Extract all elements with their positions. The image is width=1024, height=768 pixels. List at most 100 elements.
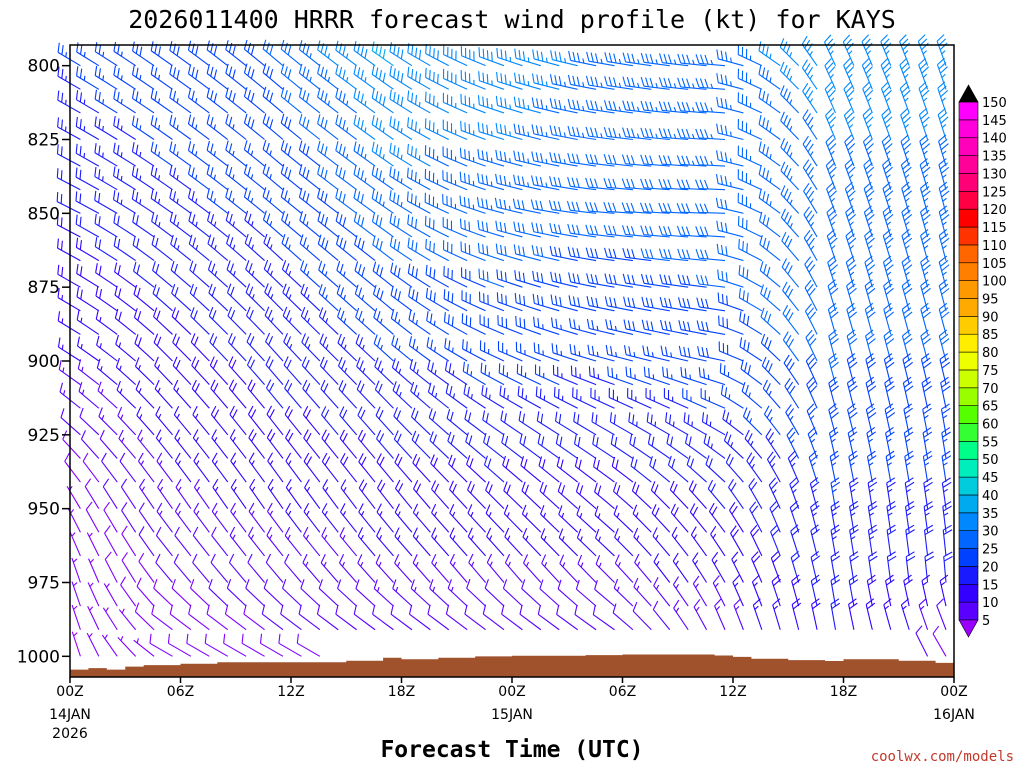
wind-barb: [76, 42, 100, 67]
wind-barb: [443, 45, 468, 67]
wind-barb: [737, 215, 763, 238]
wind-barb: [825, 158, 837, 190]
wind-barb: [94, 116, 118, 140]
wind-barb: [357, 429, 376, 459]
wind-barb: [663, 388, 689, 409]
x-tick-label: 00Z: [498, 684, 525, 700]
wind-barb: [299, 234, 321, 262]
wind-barb: [780, 138, 800, 167]
color-legend: 5 10 15 20 25 30 35 40 45 50 55 60 65 70 75 80 85 90 95 100…: [958, 84, 1007, 638]
x-tick-label: 06Z: [167, 684, 194, 700]
wind-barb: [634, 553, 652, 583]
wind-barb: [358, 453, 376, 483]
wind-barb: [298, 604, 321, 631]
colorbar-swatch: [958, 155, 979, 174]
wind-barb: [513, 72, 541, 90]
wind-barb: [919, 134, 931, 167]
wind-barb: [784, 377, 800, 409]
wind-barb: [75, 167, 100, 191]
wind-barb: [154, 379, 173, 409]
wind-barb: [937, 81, 949, 114]
wind-barb: [318, 260, 339, 288]
wind-barb: [940, 403, 951, 435]
wind-barb: [758, 88, 781, 114]
wind-barb: [76, 263, 100, 288]
wind-barb: [425, 287, 450, 312]
wind-barb: [827, 255, 838, 288]
wind-barb: [882, 205, 894, 238]
wind-barb: [864, 255, 876, 288]
wind-barb: [207, 260, 229, 288]
wind-barb: [170, 234, 192, 262]
wind-barb: [150, 115, 173, 140]
wind-barb: [104, 525, 118, 557]
wind-barb: [904, 450, 914, 483]
wind-barb: [882, 181, 894, 214]
wind-barb: [285, 502, 302, 533]
wind-barb: [138, 526, 155, 557]
wind-barb: [863, 181, 875, 214]
wind-barb: [809, 477, 820, 509]
wind-barb: [431, 503, 450, 533]
wind-barb: [172, 333, 192, 362]
wind-barb: [803, 206, 818, 238]
wind-barb: [716, 96, 744, 114]
wind-barb: [230, 478, 247, 509]
wind-barb: [259, 633, 284, 657]
wind-barb: [149, 633, 173, 657]
wind-barb: [669, 480, 689, 510]
wind-barb: [640, 52, 670, 67]
wind-barb: [513, 244, 541, 262]
wind-barb: [319, 356, 339, 386]
wind-barb: [57, 90, 81, 114]
colorbar-max-arrow: [958, 84, 979, 103]
wind-barb: [553, 386, 578, 409]
wind-barb: [69, 531, 81, 557]
wind-barb: [531, 151, 560, 167]
wind-barb: [171, 307, 192, 335]
wind-barb: [193, 478, 210, 509]
wind-barb: [335, 114, 357, 140]
wind-barb: [806, 403, 818, 436]
wind-barb: [79, 407, 100, 436]
wind-barbs-layer: [56, 34, 953, 657]
wind-barb: [862, 108, 874, 140]
wind-barb: [845, 255, 857, 288]
wind-barb: [802, 135, 818, 167]
wind-barb: [864, 302, 876, 335]
wind-barb: [427, 604, 450, 631]
wind-barb: [357, 406, 376, 436]
wind-barb: [265, 356, 284, 385]
wind-barb: [461, 313, 486, 335]
wind-barb: [728, 478, 744, 509]
wind-barb: [921, 574, 931, 607]
wind-barb: [640, 178, 670, 191]
wind-barb: [373, 334, 394, 362]
wind-barb: [901, 279, 913, 311]
wind-barb: [169, 211, 192, 238]
wind-barb: [355, 334, 376, 362]
wind-barb: [94, 166, 118, 191]
colorbar-swatch: [958, 173, 979, 192]
wind-barb: [448, 454, 468, 483]
wind-barb: [737, 145, 763, 167]
colorbar-label: 50: [982, 453, 999, 468]
wind-barb: [938, 134, 949, 167]
x-tick-date: 15JAN: [491, 707, 533, 723]
wind-barb: [502, 579, 523, 607]
wind-barb: [191, 379, 210, 409]
wind-barb: [247, 379, 266, 409]
wind-barb: [389, 42, 413, 67]
wind-barb: [884, 376, 895, 409]
wind-barb: [227, 306, 247, 335]
wind-barb: [394, 554, 413, 583]
wind-barb: [622, 76, 652, 90]
wind-barb: [826, 181, 838, 214]
wind-barb: [339, 527, 358, 557]
wind-barb: [717, 292, 744, 312]
wind-barb: [224, 604, 247, 631]
wind-barb: [376, 527, 394, 557]
wind-barb: [431, 553, 450, 583]
wind-barb: [459, 195, 486, 214]
wind-barb: [174, 502, 192, 533]
